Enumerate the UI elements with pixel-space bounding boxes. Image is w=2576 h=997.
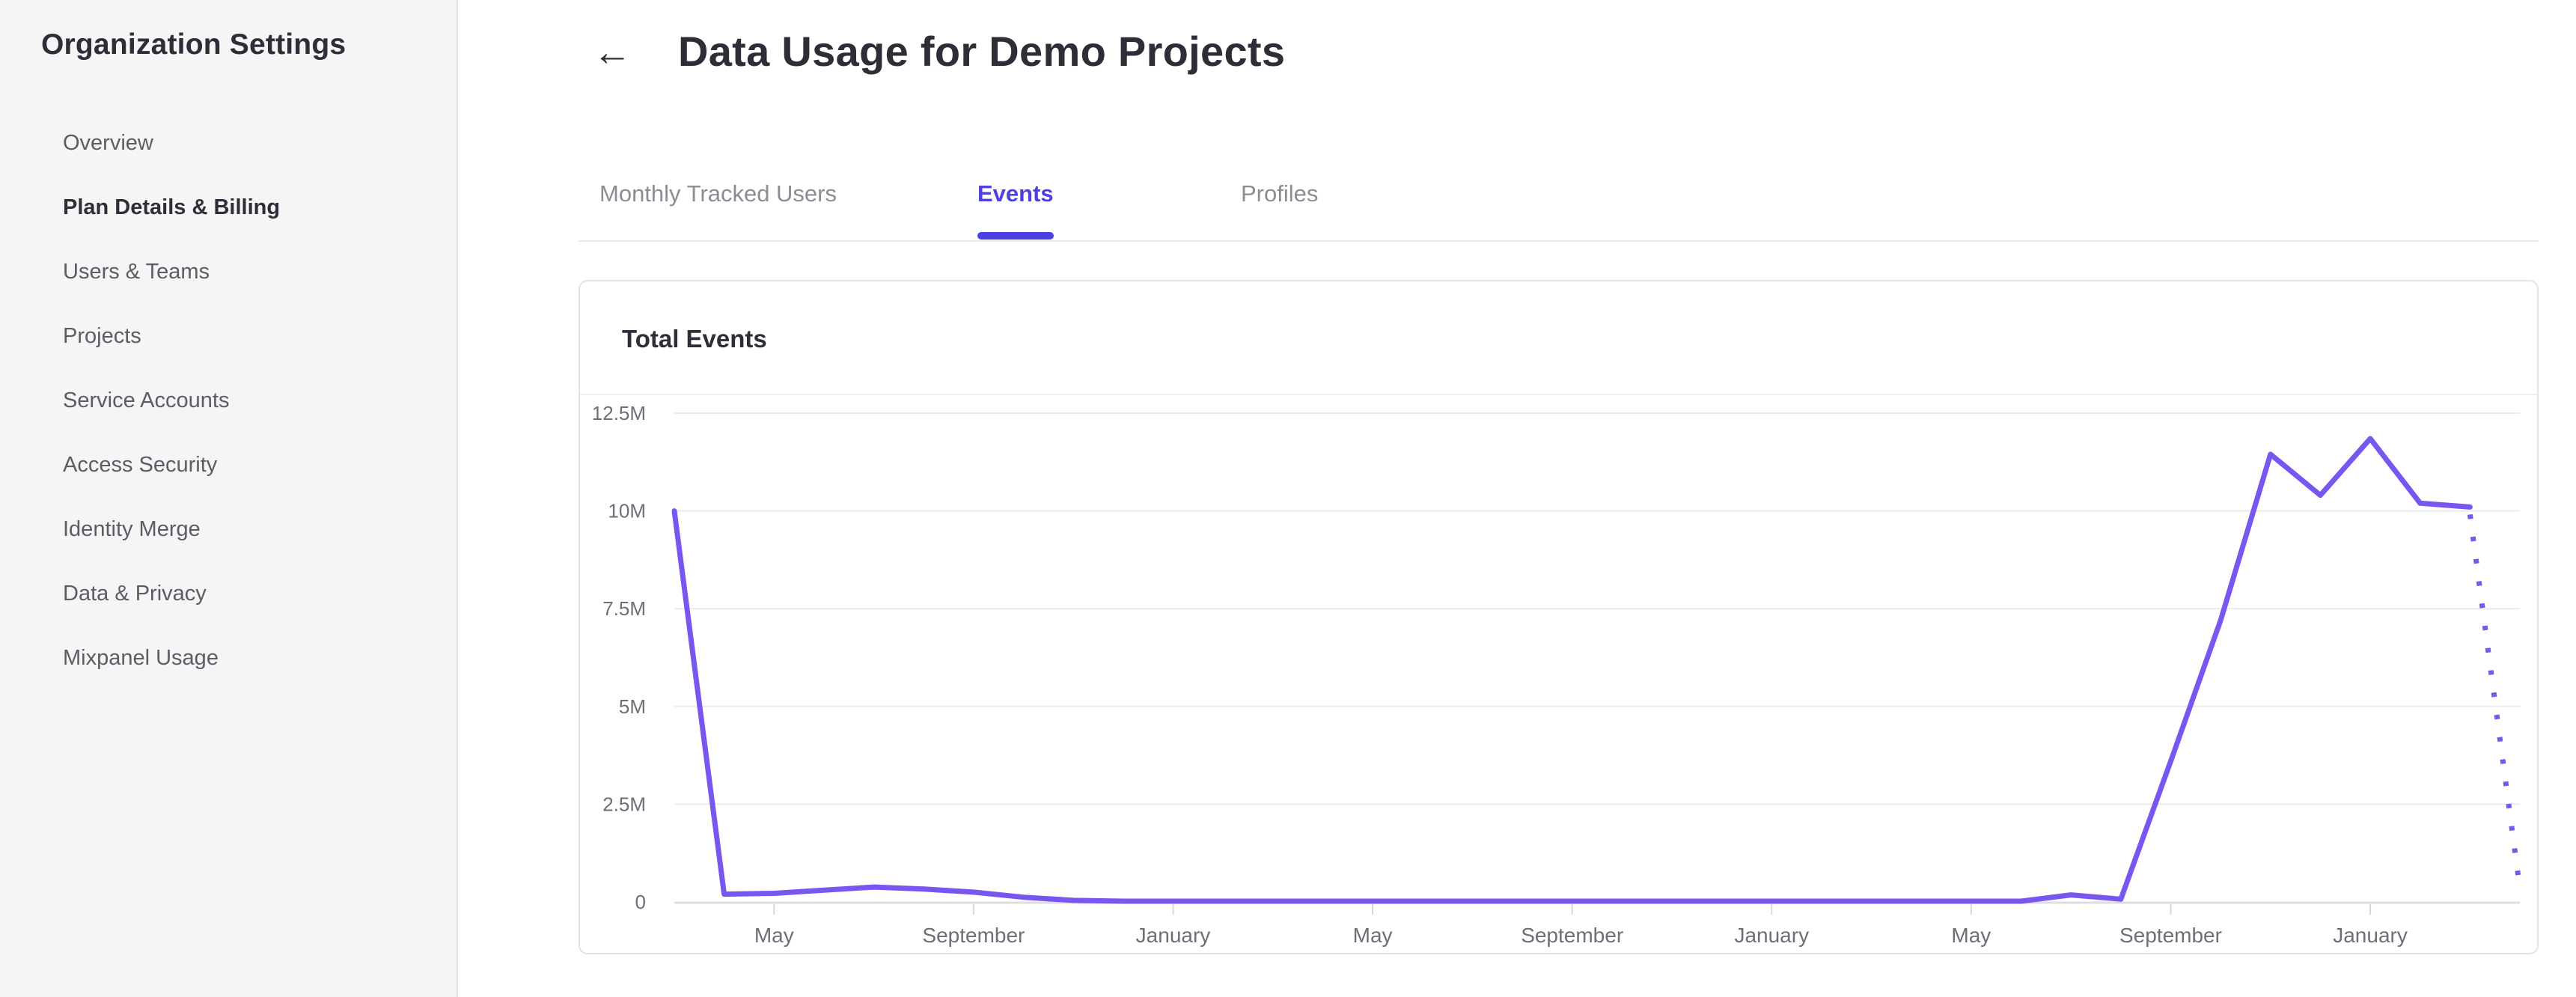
sidebar-item-projects[interactable]: Projects [63, 324, 141, 348]
x-axis-label: January [1734, 924, 1809, 947]
y-axis-label: 2.5M [602, 793, 646, 815]
projection-dotted-line [2467, 513, 2523, 889]
sidebar: Organization Settings Overview Plan Deta… [0, 0, 458, 997]
x-axis-label: May [754, 924, 794, 947]
x-axis-label: January [1136, 924, 1211, 947]
tab-events[interactable]: Events [977, 180, 1054, 207]
back-button[interactable]: ← [590, 31, 635, 73]
sidebar-item-users-teams[interactable]: Users & Teams [63, 260, 210, 284]
x-axis-label: September [1521, 924, 1623, 947]
tab-monthly-tracked-users[interactable]: Monthly Tracked Users [599, 180, 837, 207]
sidebar-item-access-security[interactable]: Access Security [63, 453, 218, 477]
y-axis-label: 10M [608, 500, 646, 522]
active-tab-underline [977, 232, 1054, 240]
y-gridlines [674, 412, 2520, 805]
sidebar-item-overview[interactable]: Overview [63, 131, 153, 155]
sidebar-item-service-accounts[interactable]: Service Accounts [63, 388, 230, 412]
x-axis-label: September [2119, 924, 2222, 947]
sidebar-item-plan-details-billing[interactable]: Plan Details & Billing [0, 175, 458, 240]
card-header-divider [580, 394, 2537, 395]
sidebar-nav: Overview Plan Details & Billing Users & … [0, 111, 458, 690]
tab-profiles[interactable]: Profiles [1241, 180, 1319, 207]
back-arrow-icon: ← [593, 31, 632, 74]
sidebar-item-data-privacy[interactable]: Data & Privacy [63, 582, 207, 606]
tabs-row: Monthly Tracked Users Events Profiles [579, 150, 2539, 242]
x-axis-label: September [922, 924, 1025, 947]
y-axis-label: 5M [619, 695, 646, 718]
x-axis-label: May [1951, 924, 1991, 947]
sidebar-item-mixpanel-usage[interactable]: Mixpanel Usage [63, 646, 219, 670]
x-axis-label: May [1353, 924, 1393, 947]
y-axis-label: 0 [635, 891, 646, 913]
series-line [671, 436, 2473, 904]
page-title: Data Usage for Demo Projects [678, 28, 1286, 75]
x-axis-label: January [2333, 924, 2408, 947]
y-axis-label: 7.5M [602, 597, 646, 620]
x-axis-labels: May September January May September January Ma… [754, 924, 2408, 947]
total-events-chart: 0 2.5M 5M 7.5M 10M 12.5M May September January Ma… [580, 395, 2537, 953]
y-axis-label: 12.5M [592, 402, 646, 424]
x-axis-ticks [773, 904, 2372, 915]
sidebar-title: Organization Settings [41, 28, 347, 61]
total-events-card: Total Events 0 2.5M 5M 7.5M 10M 12.5M May Septe… [579, 280, 2539, 954]
sidebar-item-identity-merge[interactable]: Identity Merge [63, 517, 201, 541]
y-axis-labels: 0 2.5M 5M 7.5M 10M 12.5M [592, 402, 646, 913]
chart-title: Total Events [622, 325, 767, 353]
